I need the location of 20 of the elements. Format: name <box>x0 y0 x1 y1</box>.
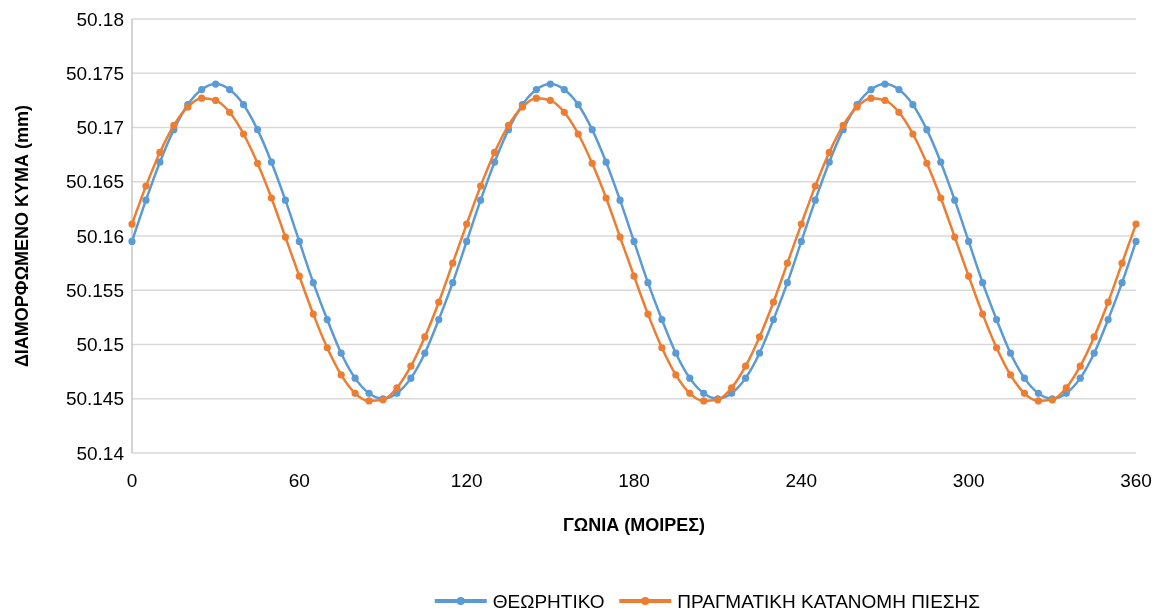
y-tick-label: 50.15 <box>76 334 124 356</box>
y-tick-label: 50.145 <box>65 388 124 410</box>
x-tick-label: 0 <box>126 470 138 491</box>
y-tick-label: 50.165 <box>65 171 124 193</box>
x-tick-label: 180 <box>618 470 650 491</box>
x-tick-label: 60 <box>288 470 310 491</box>
x-tick-label: 120 <box>450 470 483 491</box>
x-tick-label: 360 <box>1120 470 1152 491</box>
x-tick-label: 240 <box>785 470 818 491</box>
y-tick-label: 50.155 <box>65 279 124 301</box>
legend-label: ΘΕΩΡΗΤΙΚΟ <box>492 590 605 612</box>
x-axis-title: ΓΩΝΙΑ (ΜΟΙΡΕΣ) <box>562 515 706 535</box>
x-tick-label: 300 <box>952 470 985 491</box>
legend-label: ΠΡΑΓΜΑΤΙΚΗ ΚΑΤΑΝΟΜΗ ΠΙΕΣΗΣ <box>677 590 981 612</box>
y-tick-label: 50.175 <box>65 62 124 84</box>
y-tick-label: 50.18 <box>76 8 124 30</box>
y-tick-label: 50.16 <box>76 225 124 247</box>
y-tick-label: 50.14 <box>76 442 125 464</box>
y-axis-title: ΔΙΑΜΟΡΦΩΜΕΝΟ ΚΥΜΑ (mm) <box>12 104 32 368</box>
y-tick-label: 50.17 <box>76 117 124 139</box>
